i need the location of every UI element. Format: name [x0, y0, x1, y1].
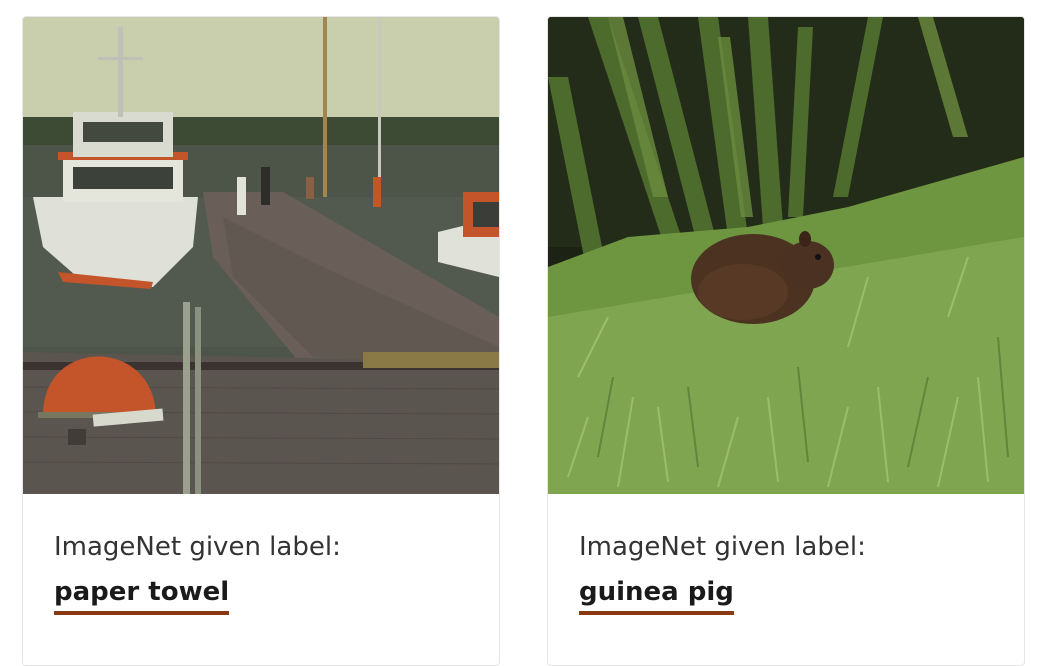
- image-card-1: ImageNet given label: paper towel: [22, 16, 500, 666]
- image-card-2: ImageNet given label: guinea pig: [547, 16, 1025, 666]
- label-link[interactable]: guinea pig: [579, 577, 734, 615]
- caption-text: ImageNet given label:: [54, 532, 341, 562]
- boat-dock-photo: [23, 17, 499, 494]
- caption-text: ImageNet given label:: [579, 532, 866, 562]
- rodent-in-grass-photo: [548, 17, 1024, 494]
- label-link[interactable]: paper towel: [54, 577, 230, 615]
